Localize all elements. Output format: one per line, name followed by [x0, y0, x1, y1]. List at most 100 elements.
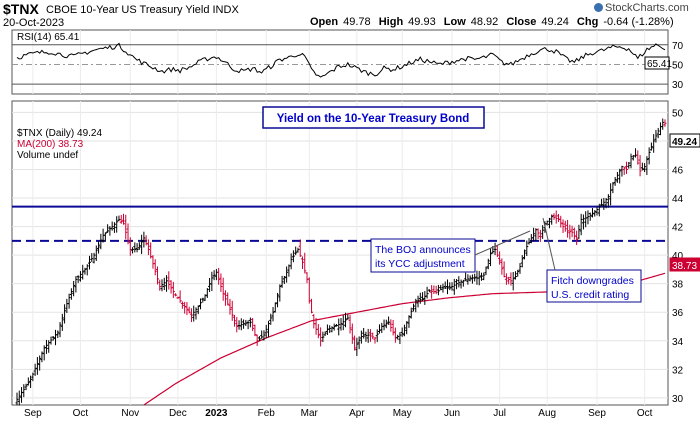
ohlc-bar — [357, 336, 361, 350]
rsi-legend: RSI(14) 65.41 — [17, 32, 80, 43]
ohlc-bar — [477, 270, 481, 286]
ohlc-bar — [502, 261, 506, 278]
ohlc-bar — [142, 231, 146, 248]
chg-label: Chg — [576, 16, 599, 28]
ohlc-bar — [106, 224, 110, 233]
x-tick-label: Aug — [538, 408, 556, 419]
ohlc-bar — [49, 336, 53, 345]
ohlc-bar — [486, 258, 490, 270]
ohlc-bar — [92, 252, 96, 264]
ohlc-bar — [22, 384, 26, 398]
ohlc-bar — [341, 315, 345, 331]
ohlc-bar — [180, 301, 184, 309]
x-tick-label: Mar — [301, 408, 319, 419]
ohlc-bar — [253, 324, 257, 337]
rsi-last-badge — [644, 56, 670, 70]
x-axis-labels: Sep Oct Nov Dec 2023 Feb Mar Apr May Jun Jul Aug Sep… — [24, 408, 653, 419]
ohlc-bar — [112, 222, 116, 233]
ohlc-bar — [364, 331, 368, 342]
ohlc-bar — [581, 214, 585, 230]
ohlc-bar — [421, 292, 425, 301]
low-label: Low — [443, 16, 466, 28]
ohlc-bar — [375, 329, 379, 342]
price-legend-ma: MA(200) 38.73 — [17, 139, 84, 150]
ohlc-bar — [561, 219, 565, 233]
ohlc-bar — [611, 182, 615, 194]
fitch-annotation-line1: Fitch downgrades — [551, 275, 634, 287]
ohlc-bar — [636, 150, 640, 165]
ohlc-bar — [239, 318, 243, 331]
ohlc-bar — [260, 330, 264, 339]
ohlc-bar — [67, 293, 71, 309]
ohlc-bar — [525, 240, 529, 256]
ohlc-bar — [153, 259, 157, 276]
ohlc-bar — [126, 223, 130, 245]
ohlc-bar — [155, 266, 159, 285]
ohlc-bar — [298, 239, 302, 257]
ohlc-bar — [663, 119, 667, 127]
ohlc-bar — [255, 334, 259, 346]
ohlc-bar — [273, 302, 277, 313]
ohlc-bar — [246, 320, 250, 330]
rsi-last-label: 65.41 — [647, 59, 672, 70]
ohlc-bar — [520, 255, 524, 268]
ohlc-bar — [445, 279, 449, 295]
ohlc-bar — [88, 255, 92, 270]
ohlc-bar — [518, 263, 522, 274]
ohlc-bar — [178, 290, 182, 303]
ohlc-bar — [513, 271, 517, 280]
ohlc-bar — [248, 317, 252, 328]
ohlc-bar — [366, 328, 370, 343]
ohlc-bar — [590, 208, 594, 218]
ohlc-bar — [629, 153, 633, 169]
ohlc-bar — [167, 271, 171, 290]
rsi-gridlines — [12, 30, 668, 94]
ohlc-bar — [638, 155, 642, 177]
ma-last-label: 38.73 — [672, 261, 697, 272]
ohlc-bar — [162, 277, 166, 290]
ohlc-bar — [640, 162, 644, 171]
ohlc-bar — [448, 282, 452, 291]
ohlc-bar — [461, 279, 465, 287]
ohlc-bar — [115, 216, 119, 233]
ohlc-bar — [400, 327, 404, 337]
ohlc-bar — [323, 331, 327, 336]
x-tick-label: Apr — [349, 408, 365, 419]
ohlc-bar — [344, 312, 348, 328]
ohlc-bar — [189, 308, 193, 323]
x-tick-label: Oct — [637, 408, 653, 419]
price-legend-volume: Volume undef — [17, 150, 78, 161]
ohlc-bar — [192, 305, 196, 322]
ohlc-bar — [484, 266, 488, 275]
ohlc-bar — [405, 321, 409, 335]
ohlc-bar — [56, 330, 60, 339]
stockcharts-logo-icon — [594, 3, 603, 12]
ohlc-bar — [85, 264, 89, 276]
ohlc-bar — [294, 246, 298, 256]
ohlc-bar — [498, 251, 502, 265]
ohlc-bar — [235, 317, 239, 333]
ohlc-bar — [228, 298, 232, 315]
ohlc-bar — [210, 271, 214, 292]
ohlc-bar — [196, 305, 200, 315]
ohlc-bar — [280, 275, 284, 288]
ohlc-bar — [90, 253, 94, 262]
price-tick-label: 50 — [672, 108, 684, 119]
ohlc-bar — [479, 272, 483, 281]
price-tick-label: 46 — [672, 166, 684, 177]
ohlc-bar — [103, 232, 107, 242]
x-tick-label: Jun — [444, 408, 460, 419]
ohlc-bar — [276, 292, 280, 308]
ohlc-bar — [509, 272, 513, 286]
price-tick-label: 32 — [672, 365, 684, 376]
symbol-title: $TNX — [3, 1, 39, 17]
ohlc-bar — [233, 314, 237, 327]
ohlc-bar — [652, 134, 656, 153]
x-tick-label: Feb — [258, 408, 276, 419]
ohlc-bar — [473, 273, 477, 282]
ohlc-bar — [31, 372, 35, 382]
ohlc-bar — [15, 392, 19, 406]
ohlc-bar — [661, 118, 665, 130]
ohlc-bar — [586, 210, 590, 225]
